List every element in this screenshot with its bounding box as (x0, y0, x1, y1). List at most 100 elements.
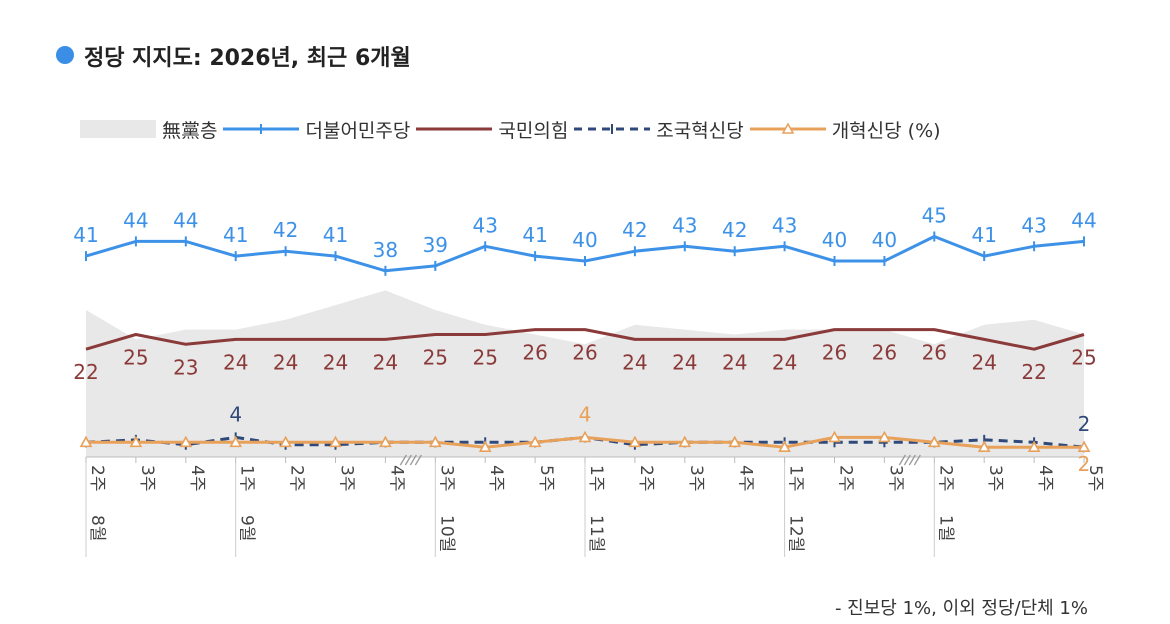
democratic-data-label: 44 (173, 208, 198, 232)
democratic-data-label: 42 (622, 218, 647, 242)
reform-point (79, 435, 93, 448)
ppp-data-label: 22 (73, 360, 98, 384)
democratic-data-label: 43 (672, 213, 697, 237)
legend-item-democratic: 더불어민주당 (223, 116, 410, 143)
ppp-data-label: 24 (273, 350, 298, 374)
reform-point (878, 430, 891, 443)
reform-point (977, 440, 991, 453)
axis-break-mark (913, 454, 921, 466)
reform-data-label: 4 (579, 402, 592, 426)
x-tick-label-week: 1주 (237, 465, 257, 491)
x-tick-label-week: 5주 (536, 465, 556, 491)
legend: 無黨층 더불어민주당 국민의힘 조국혁신당 개혁신당 (%) (80, 116, 947, 142)
x-tick-label-month: 12월 (786, 515, 806, 552)
axis-break-mark (898, 454, 906, 466)
reform-point (828, 430, 841, 443)
legend-swatch-democratic (223, 124, 300, 134)
democratic-data-label: 43 (772, 213, 797, 237)
reform-point (778, 440, 791, 453)
democratic-data-label: 42 (722, 218, 747, 242)
x-tick-label-week: 3주 (436, 465, 456, 491)
legend-swatch-rebuilding (574, 124, 651, 134)
democratic-data-label: 41 (73, 223, 98, 247)
legend-item-reform: 개혁신당 (%) (749, 116, 941, 143)
ppp-data-label: 25 (123, 346, 148, 370)
reform-point (528, 435, 542, 448)
reform-point (129, 435, 143, 448)
democratic-data-label: 42 (273, 218, 298, 242)
rebuilding-data-label: 2 (1078, 412, 1091, 436)
x-tick-label-week: 5주 (1085, 465, 1105, 491)
rebuilding-data-label: 4 (229, 402, 242, 426)
x-tick-label-week: 4주 (386, 465, 406, 491)
legend-swatch-reform (749, 122, 826, 134)
reform-point (1027, 440, 1041, 453)
democratic-data-label: 39 (423, 233, 448, 257)
reform-point (279, 435, 292, 448)
reform-point (578, 430, 592, 443)
democratic-data-label: 40 (822, 228, 847, 252)
ppp-data-label: 26 (922, 341, 947, 365)
legend-swatch-ppp (416, 127, 493, 131)
x-tick-label-week: 4주 (736, 465, 756, 491)
ppp-data-label: 24 (622, 350, 647, 374)
democratic-data-label: 43 (472, 213, 497, 237)
x-tick-label-week: 2주 (836, 465, 856, 491)
x-tick-label-week: 3주 (985, 465, 1005, 491)
ppp-data-label: 22 (1021, 360, 1046, 384)
reform-point (229, 435, 243, 448)
ppp-data-label: 24 (772, 350, 797, 374)
axis-break-mark (399, 454, 407, 466)
reform-point (628, 435, 642, 448)
reform-point (179, 435, 193, 448)
x-tick-label-week: 1주 (586, 465, 606, 491)
x-tick-label-month: 8월 (87, 515, 107, 541)
x-tick-label-week: 2주 (287, 465, 307, 491)
legend-label-undecided: 無黨층 (162, 119, 218, 142)
reform-point (478, 440, 492, 453)
ppp-data-label: 23 (173, 355, 198, 379)
x-tick-label-week: 3주 (686, 465, 706, 491)
reform-point (728, 435, 742, 448)
ppp-data-label: 26 (522, 341, 547, 365)
reform-point (927, 435, 941, 448)
x-tick-label-week: 4주 (1035, 465, 1055, 491)
ppp-data-label: 24 (722, 350, 747, 374)
x-tick-label-week: 2주 (935, 465, 955, 491)
democratic-data-label: 41 (522, 223, 547, 247)
title-bullet-icon (56, 46, 74, 64)
legend-item-rebuilding: 조국혁신당 (574, 116, 744, 143)
x-tick-label-week: 2주 (87, 465, 107, 491)
x-tick-label-month: 10월 (436, 515, 456, 552)
legend-item-ppp: 국민의힘 (416, 116, 568, 143)
reform-point (329, 435, 342, 448)
ppp-data-label: 25 (1071, 346, 1096, 370)
x-tick-label-month: 11월 (586, 515, 606, 552)
legend-item-undecided: 無黨층 (80, 116, 217, 143)
ppp-data-label: 25 (423, 346, 448, 370)
x-tick-label-week: 4주 (187, 465, 207, 491)
ppp-data-label: 24 (373, 350, 398, 374)
ppp-data-label: 26 (822, 341, 847, 365)
ppp-data-label: 24 (971, 350, 996, 374)
reform-point (678, 435, 692, 448)
legend-label-democratic: 더불어민주당 (305, 119, 411, 142)
ppp-data-label: 24 (672, 350, 697, 374)
democratic-data-label: 41 (223, 223, 248, 247)
axis-break-mark (903, 454, 911, 466)
axis-break-mark (414, 454, 422, 466)
x-tick-label-week: 3주 (137, 465, 157, 491)
legend-swatch-undecided (80, 120, 156, 138)
reform-point (1077, 440, 1091, 453)
democratic-data-label: 43 (1021, 213, 1046, 237)
ppp-data-label: 26 (872, 341, 897, 365)
legend-label-rebuilding: 조국혁신당 (656, 119, 744, 142)
footnote: - 진보당 1%, 이외 정당/단체 1% (834, 598, 1088, 619)
democratic-data-label: 40 (572, 228, 597, 252)
x-tick-label-week: 3주 (337, 465, 357, 491)
democratic-data-label: 44 (123, 208, 148, 232)
x-tick-label-month: 1월 (935, 515, 955, 541)
democratic-data-label: 40 (872, 228, 897, 252)
chart-title: 정당 지지도: 2026년, 최근 6개월 (84, 46, 411, 71)
